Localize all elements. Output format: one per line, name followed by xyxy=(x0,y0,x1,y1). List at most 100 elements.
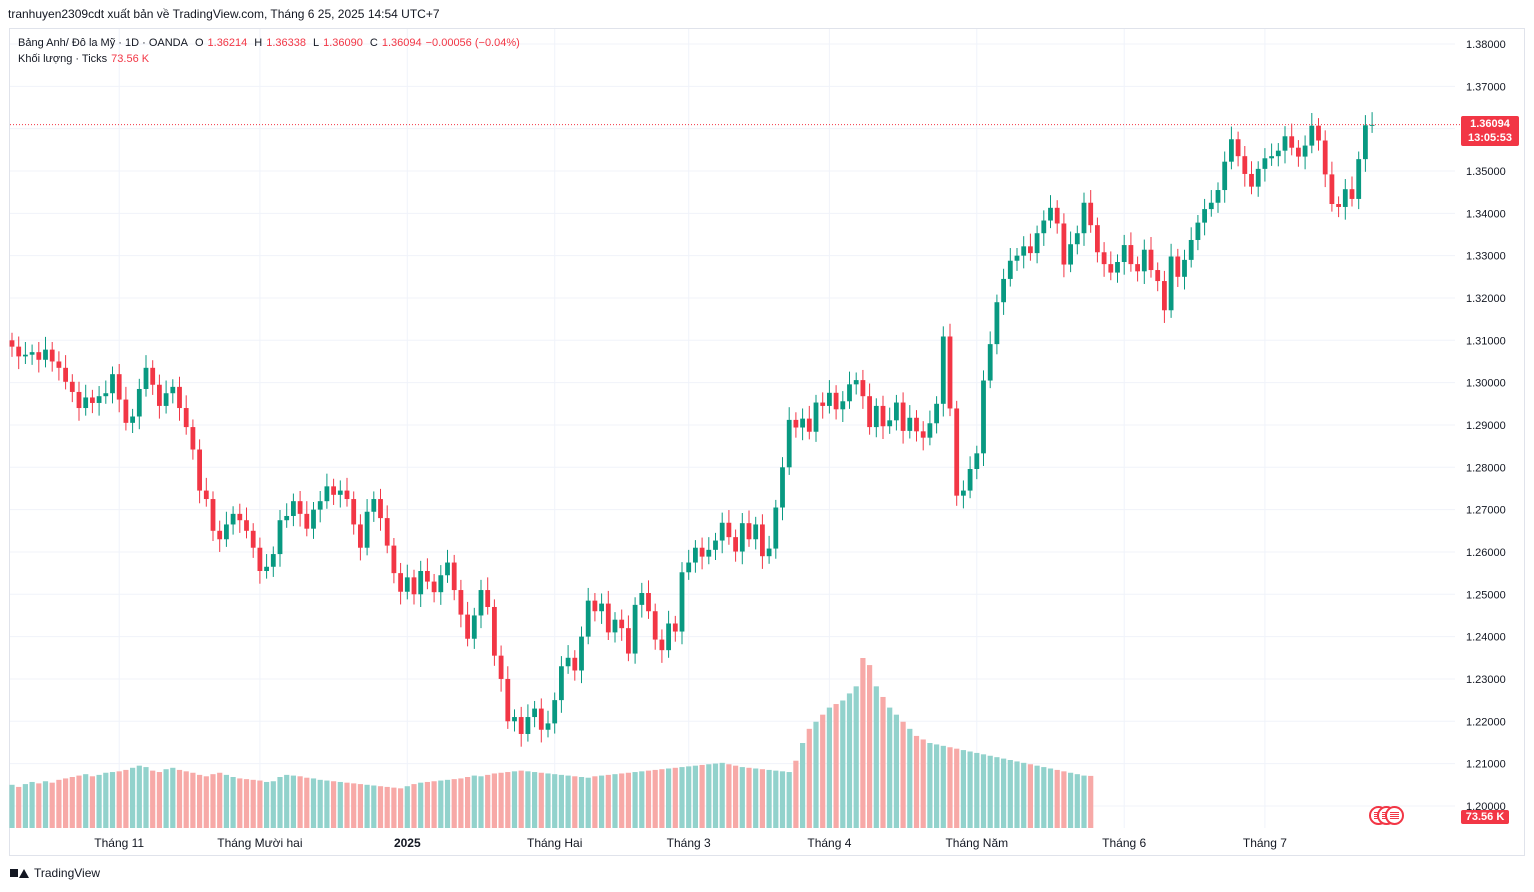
y-tick-label: 1.27000 xyxy=(1466,505,1506,517)
volume-bar xyxy=(900,721,906,828)
candle-body xyxy=(277,520,283,555)
volume-bar xyxy=(170,767,176,828)
candle-body xyxy=(1175,256,1181,277)
volume-bar xyxy=(820,714,826,828)
volume-bar xyxy=(572,776,578,828)
volume-bar xyxy=(652,769,658,828)
candle-body xyxy=(679,572,685,632)
candle-body xyxy=(197,449,202,491)
y-tick-label: 1.25000 xyxy=(1466,589,1506,601)
candle-body xyxy=(1182,259,1187,277)
candle-body xyxy=(1074,233,1080,245)
candle-body xyxy=(961,490,966,496)
candle-body xyxy=(907,417,913,431)
candle-body xyxy=(431,581,437,593)
candle-body xyxy=(545,723,551,730)
y-tick-label: 1.28000 xyxy=(1466,462,1506,474)
volume-bar xyxy=(384,786,390,828)
volume-bar xyxy=(860,658,866,828)
candle-body xyxy=(766,548,772,557)
volume-bar xyxy=(947,747,953,828)
candle-body xyxy=(786,419,792,468)
volume-bar xyxy=(284,774,290,828)
candle-body xyxy=(478,590,484,616)
volume-bar xyxy=(505,772,511,828)
volume-bar xyxy=(592,776,598,828)
symbol-label[interactable]: Bảng Anh/ Đô la Mỹ · 1D · OANDA xyxy=(18,37,188,49)
candle-body xyxy=(927,423,933,438)
volume-bar xyxy=(176,769,183,828)
candle-body xyxy=(512,717,517,722)
volume-bar xyxy=(398,788,404,828)
volume-bar xyxy=(290,775,296,828)
y-tick-label: 1.21000 xyxy=(1466,759,1506,771)
candle-body xyxy=(1155,270,1161,282)
volume-bar xyxy=(49,782,55,828)
volume-bar xyxy=(69,777,75,828)
candle-body xyxy=(1188,239,1194,260)
candle-body xyxy=(96,396,102,403)
event-flags[interactable] xyxy=(1369,806,1405,826)
candle-body xyxy=(760,524,765,557)
volume-bar xyxy=(552,774,558,828)
candle-body xyxy=(1007,260,1013,279)
volume-bar xyxy=(1027,764,1033,828)
volume-bar xyxy=(538,772,544,828)
footer-brand[interactable]: TradingView xyxy=(10,866,100,880)
volume-bar xyxy=(109,772,116,828)
volume-bar xyxy=(786,772,792,828)
candle-body xyxy=(143,367,149,389)
volume-bar xyxy=(940,745,946,828)
volume-bar xyxy=(310,778,317,828)
volume-bar xyxy=(934,744,940,828)
volume-bar xyxy=(89,776,95,828)
candle-body xyxy=(56,361,62,368)
candle-body xyxy=(974,453,980,469)
candle-body xyxy=(1309,125,1315,146)
candle-body xyxy=(867,396,872,428)
candle-body xyxy=(1095,225,1100,253)
volume-bar xyxy=(699,764,705,828)
candle-body xyxy=(1336,204,1341,207)
candle-body xyxy=(1296,147,1301,157)
candle-body xyxy=(371,499,377,512)
volume-bar xyxy=(692,765,698,828)
y-tick-label: 1.33000 xyxy=(1466,251,1506,263)
candle-body xyxy=(438,575,444,593)
candle-body xyxy=(43,349,48,360)
volume-bar xyxy=(686,766,692,828)
volume-bar xyxy=(357,784,363,828)
candle-body xyxy=(1121,245,1127,262)
volume-label[interactable]: Khối lượng · Ticks xyxy=(18,53,108,65)
candle-body xyxy=(1054,207,1060,224)
x-tick-label: Tháng Năm xyxy=(945,836,1008,850)
candle-body xyxy=(465,614,470,639)
candle-body xyxy=(981,380,986,454)
candle-body xyxy=(203,490,209,500)
candle-body xyxy=(177,386,182,409)
candle-body xyxy=(538,708,544,730)
candle-body xyxy=(1202,209,1207,223)
open-label: O xyxy=(194,37,204,49)
candle-body xyxy=(170,386,176,394)
volume-bar xyxy=(197,774,203,828)
candle-body xyxy=(894,402,899,421)
candle-body xyxy=(1275,150,1281,157)
candle-body xyxy=(1014,255,1020,261)
volume-bar xyxy=(980,754,987,828)
volume-bar xyxy=(223,774,229,828)
candle-body xyxy=(572,657,578,671)
candle-body xyxy=(1081,202,1087,234)
candle-body xyxy=(887,420,893,427)
volume-bar xyxy=(800,743,806,828)
volume-bar xyxy=(779,771,786,828)
candle-body xyxy=(411,577,417,595)
volume-bar xyxy=(853,686,859,828)
volume-bar xyxy=(927,743,933,828)
candle-body xyxy=(1162,281,1167,311)
candle-body xyxy=(1061,223,1067,265)
y-tick-label: 1.34000 xyxy=(1466,208,1506,220)
volume-bar xyxy=(451,779,457,828)
us-flag-icon[interactable] xyxy=(1385,806,1404,825)
